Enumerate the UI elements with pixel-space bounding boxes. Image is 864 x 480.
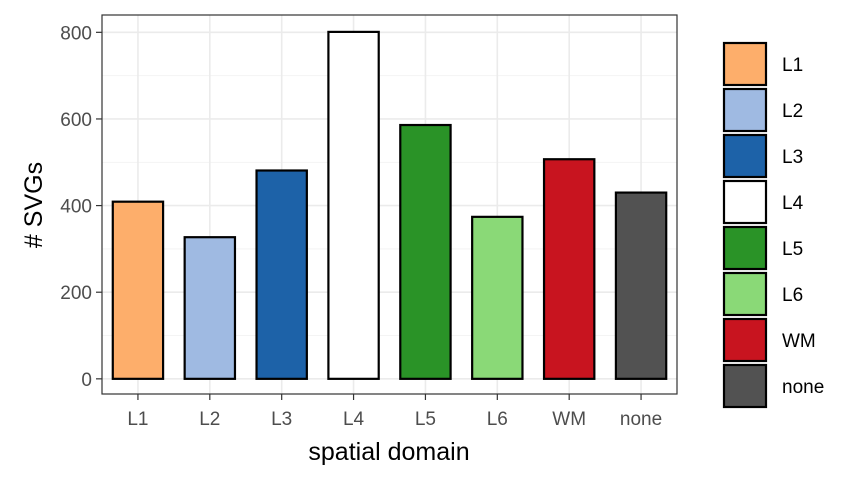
y-tick-label: 800 [60, 23, 92, 44]
bar-l6 [471, 215, 524, 380]
legend-label: L4 [782, 193, 804, 214]
bar-l2 [183, 236, 237, 380]
y-axis-title: # SVGs [20, 162, 48, 248]
x-tick-label: L3 [271, 409, 292, 430]
legend-key-l5 [722, 225, 768, 271]
legend-key-l3 [722, 133, 768, 179]
x-tick-label: L2 [199, 409, 220, 430]
legend-label: L3 [782, 147, 803, 168]
panel-border [101, 14, 678, 395]
legend-label: WM [782, 331, 816, 352]
legend-key-l1 [722, 41, 768, 87]
legend-key-wm [722, 317, 768, 363]
y-tick-label: 200 [60, 283, 92, 304]
bar-l4 [327, 30, 380, 380]
x-axis-title: spatial domain [308, 438, 469, 466]
bars [111, 30, 668, 380]
legend-key-l2 [722, 87, 768, 133]
y-tick-label: 400 [60, 197, 92, 218]
legend: L1 L2 L3 L4 L5 L6 WM none [722, 41, 824, 409]
bar-l5 [399, 123, 452, 380]
x-tick-label: WM [552, 409, 586, 430]
bar-l1 [111, 200, 165, 380]
legend-label: L1 [782, 55, 803, 76]
x-tick-label: L4 [343, 409, 365, 430]
y-tick-label: 0 [81, 370, 92, 391]
bar-l3 [255, 169, 308, 380]
legend-key-l4 [722, 179, 768, 225]
x-axis: L1 L2 L3 L4 L5 L6 WM none [127, 394, 662, 430]
legend-key-none [722, 363, 768, 409]
legend-key-l6 [722, 271, 768, 317]
y-axis: 0 200 400 600 800 [60, 23, 102, 391]
legend-label: L6 [782, 285, 803, 306]
legend-label: none [782, 377, 824, 398]
x-tick-label: L1 [127, 409, 148, 430]
legend-label: L2 [782, 101, 803, 122]
y-tick-label: 600 [60, 110, 92, 131]
bar-wm [542, 158, 596, 380]
bar-none [614, 191, 668, 380]
x-tick-label: none [620, 409, 662, 430]
x-tick-label: L6 [487, 409, 508, 430]
legend-label: L5 [782, 239, 803, 260]
x-tick-label: L5 [415, 409, 436, 430]
